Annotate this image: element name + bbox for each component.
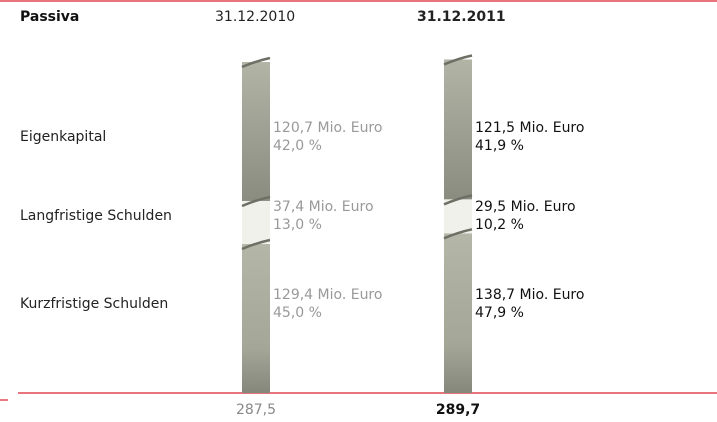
segment-curve bbox=[241, 195, 271, 208]
value-label: 138,7 Mio. Euro bbox=[475, 287, 584, 303]
share-label: 45,0 % bbox=[273, 305, 322, 321]
segment-curve bbox=[443, 228, 473, 240]
segment-curve bbox=[443, 54, 473, 66]
bar-segment bbox=[242, 200, 270, 245]
column-header: 31.12.2010 bbox=[215, 9, 295, 25]
row-label: Langfristige Schulden bbox=[20, 208, 172, 224]
value-label: 29,5 Mio. Euro bbox=[475, 199, 576, 215]
segment-curve bbox=[241, 238, 271, 251]
column-header: 31.12.2011 bbox=[417, 9, 506, 25]
value-label: 37,4 Mio. Euro bbox=[273, 199, 374, 215]
share-label: 42,0 % bbox=[273, 138, 322, 154]
title: Passiva bbox=[20, 9, 79, 25]
bar-segment bbox=[444, 199, 472, 234]
total-label: 287,5 bbox=[236, 402, 276, 418]
bar-segment bbox=[242, 244, 270, 393]
bar-segment bbox=[444, 233, 472, 393]
value-label: 129,4 Mio. Euro bbox=[273, 287, 382, 303]
total-label: 289,7 bbox=[436, 402, 480, 418]
share-label: 41,9 % bbox=[475, 138, 524, 154]
row-label: Kurzfristige Schulden bbox=[20, 296, 168, 312]
share-label: 13,0 % bbox=[273, 217, 322, 233]
segment-curve bbox=[443, 194, 473, 206]
value-label: 121,5 Mio. Euro bbox=[475, 120, 584, 136]
share-label: 47,9 % bbox=[475, 305, 524, 321]
segment-curve bbox=[241, 56, 271, 69]
row-label: Eigenkapital bbox=[20, 129, 106, 145]
bar-segment bbox=[242, 62, 270, 201]
value-label: 120,7 Mio. Euro bbox=[273, 120, 382, 136]
share-label: 10,2 % bbox=[475, 217, 524, 233]
bar-segment bbox=[444, 59, 472, 200]
